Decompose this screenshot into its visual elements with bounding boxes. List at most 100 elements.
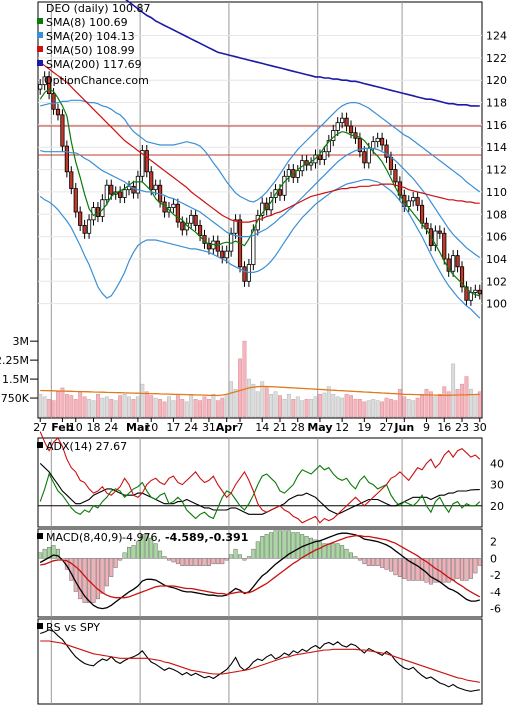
candle-body <box>64 145 69 173</box>
x-axis-label: 24 <box>184 421 198 434</box>
price-tick-label: 118 <box>486 97 507 110</box>
adx-panel-frame <box>37 437 483 528</box>
volume-bar <box>127 396 131 418</box>
rs-line <box>40 629 480 692</box>
macd-histogram-bar <box>375 558 380 566</box>
candle-body <box>144 150 149 173</box>
candle-body <box>135 175 140 194</box>
macd-histogram-bar <box>95 558 100 600</box>
volume-bar <box>397 388 402 418</box>
volume-bar <box>433 396 438 418</box>
candle-body <box>149 171 154 191</box>
candle-body <box>175 203 180 223</box>
candle-body <box>189 214 194 224</box>
x-axis-label: Jun <box>393 421 414 434</box>
volume-bar <box>64 394 69 418</box>
candle-body <box>335 122 340 131</box>
macd-histogram-bar <box>78 558 83 600</box>
macd-histogram-bar <box>384 558 389 570</box>
candle-body <box>415 197 420 206</box>
volume-bar <box>375 400 380 418</box>
volume-bar <box>184 401 189 418</box>
price-tick-label: 120 <box>486 74 507 87</box>
watermark-text: OptionChance.com <box>44 74 149 87</box>
volume-bar <box>322 392 327 418</box>
volume-bar <box>420 394 424 418</box>
macd-panel-frame <box>37 528 483 618</box>
adx-tick-label: 20 <box>490 500 504 513</box>
candle-body <box>393 169 398 183</box>
volume-bar <box>38 394 43 418</box>
volume-bar <box>229 381 234 418</box>
macd-histogram-bar <box>349 552 353 559</box>
price-panel-frame <box>37 1 483 419</box>
candle-body <box>104 184 109 201</box>
candle-body <box>322 151 327 160</box>
volume-bar <box>207 399 211 418</box>
candle-body <box>442 232 447 260</box>
price-tick-label: 110 <box>486 186 507 199</box>
macd-histogram-bar <box>175 558 180 565</box>
price-tick-label: 104 <box>486 253 507 266</box>
bollinger-upper-line <box>40 99 481 203</box>
macd-histogram-bar <box>215 558 220 565</box>
volume-bar <box>451 363 456 418</box>
candle-body <box>180 221 185 231</box>
macd-tick-label: -4 <box>490 586 501 599</box>
volume-bar <box>437 394 442 418</box>
volume-bar <box>473 394 478 418</box>
x-axis-label: 10 <box>69 421 83 434</box>
candle-body <box>451 255 456 272</box>
macd-value-0: -4.976, <box>122 531 161 544</box>
volume-bar <box>140 383 145 418</box>
price-tick-label: 106 <box>486 231 507 244</box>
volume-bar <box>56 391 60 418</box>
candle-body <box>260 202 265 216</box>
macd-histogram-bar <box>233 548 238 559</box>
volume-bar <box>366 400 371 418</box>
volume-bar <box>362 401 367 418</box>
macd-histogram-bar <box>291 532 296 559</box>
volume-bar <box>153 397 158 418</box>
legend-label: SMA(8) 100.69 <box>46 16 128 29</box>
volume-bar <box>104 396 109 418</box>
macd-histogram-bar <box>127 547 131 559</box>
rs-legend-swatch <box>37 623 43 629</box>
volume-bar <box>335 396 340 418</box>
volume-bar <box>238 358 242 418</box>
price-tick-label: 124 <box>486 30 507 43</box>
macd-histogram-bar <box>42 548 47 559</box>
candle-body <box>220 250 225 259</box>
macd-histogram-bar <box>269 532 274 559</box>
volume-bar <box>313 396 318 418</box>
volume-bar <box>331 394 336 418</box>
volume-tick-label: 2.25M <box>0 354 29 367</box>
macd-histogram-bar <box>389 558 393 572</box>
volume-bar <box>349 395 353 418</box>
volume-bar <box>47 399 52 418</box>
volume-bar <box>224 394 229 418</box>
x-axis-label: 19 <box>357 421 371 434</box>
macd-histogram-bar <box>451 558 456 581</box>
candle-body <box>153 184 158 191</box>
volume-bar <box>269 394 274 418</box>
macd-histogram-bar <box>171 558 176 563</box>
volume-bar <box>455 388 460 418</box>
volume-bar <box>233 388 238 418</box>
candle-body <box>38 84 43 90</box>
candle-body <box>295 170 300 178</box>
x-axis-label: May <box>307 421 332 434</box>
volume-bar <box>109 399 114 418</box>
macd-histogram-bar <box>344 548 349 559</box>
volume-bar <box>189 394 194 418</box>
legend-swatch <box>37 60 43 66</box>
volume-bar <box>220 397 225 418</box>
candle-body <box>455 255 460 268</box>
candle-body <box>277 189 283 196</box>
x-axis-label: 23 <box>455 421 469 434</box>
adx-tick-label: 30 <box>490 479 504 492</box>
macd-histogram-bar <box>371 558 376 566</box>
volume-bar <box>180 399 185 418</box>
volume-bar <box>193 399 198 418</box>
price-tick-label: 100 <box>486 298 507 311</box>
